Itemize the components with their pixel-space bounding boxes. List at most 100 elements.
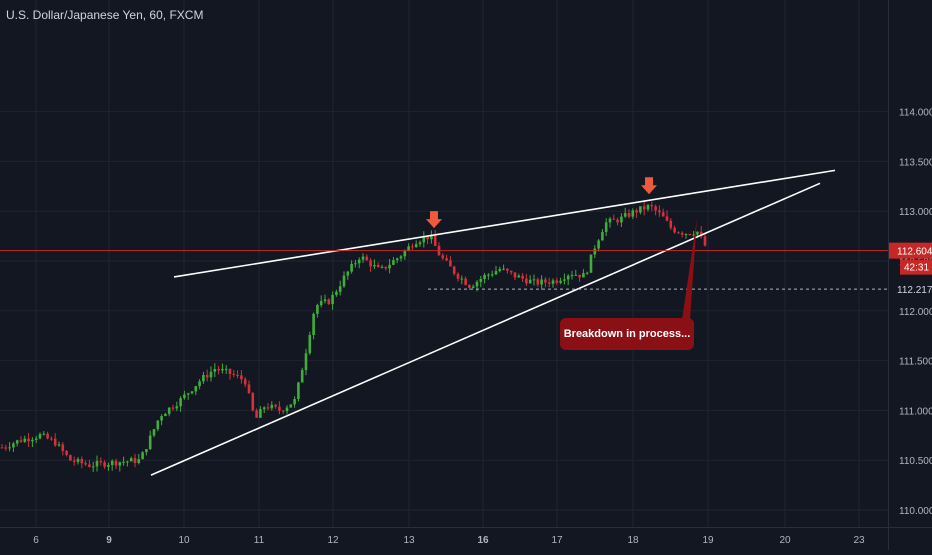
date-tick-label: 17: [551, 535, 563, 546]
candle-down: [232, 373, 236, 375]
candle-up: [589, 254, 593, 273]
candle-down: [441, 255, 445, 259]
candle-down: [521, 275, 524, 279]
date-tick-label: 6: [33, 535, 39, 546]
chart-title: U.S. Dollar/Japanese Yen, 60, FXCM: [6, 8, 204, 22]
candle-down: [433, 235, 437, 246]
candle-up: [517, 275, 521, 278]
candle-up: [631, 210, 635, 217]
candle-down: [217, 369, 220, 371]
date-tick-label: 12: [327, 535, 339, 546]
candle-down: [665, 216, 669, 221]
date-tick-label: 18: [627, 535, 639, 546]
candle-down: [99, 461, 103, 463]
price-tick-label: 112.000: [899, 307, 932, 318]
candle-up: [388, 264, 391, 269]
candle-up: [190, 391, 194, 394]
candle-down: [103, 462, 106, 467]
price-tick-label: 113.500: [899, 157, 932, 168]
candle-up: [563, 279, 566, 281]
candle-down: [236, 374, 239, 376]
candle-up: [574, 274, 578, 276]
candle-up: [194, 386, 198, 392]
candle-down: [456, 273, 460, 279]
candle-up: [403, 250, 407, 257]
candle-up: [551, 280, 555, 284]
candle-down: [243, 379, 247, 385]
candle-down: [4, 447, 8, 449]
candle-up: [585, 272, 589, 274]
candle-up: [213, 369, 217, 372]
candle-down: [536, 279, 540, 285]
candle-down: [616, 219, 619, 223]
candle-up: [308, 335, 312, 354]
candle-up: [373, 265, 376, 267]
date-tick-label: 16: [477, 535, 489, 546]
candle-up: [399, 256, 403, 259]
candle-down: [627, 213, 631, 217]
candle-down: [69, 455, 72, 461]
candle-up: [122, 461, 125, 463]
candle-up: [23, 438, 27, 442]
candle-up: [297, 382, 300, 400]
countdown-label: 42:31: [904, 263, 929, 274]
candle-up: [494, 271, 498, 275]
candle-down: [50, 438, 53, 440]
candle-up: [498, 269, 502, 272]
candle-down: [88, 464, 91, 467]
candle-up: [346, 271, 350, 276]
candle-up: [293, 399, 296, 405]
candle-up: [601, 231, 604, 241]
candle-down: [228, 368, 232, 374]
candle-down: [650, 205, 654, 207]
candle-down: [46, 433, 49, 439]
candle-up: [160, 416, 163, 421]
candle-up: [528, 279, 532, 284]
candle-down: [464, 278, 467, 285]
candle-up: [156, 420, 160, 430]
candle-up: [582, 273, 585, 278]
candle-up: [593, 248, 597, 255]
candle-up: [460, 278, 464, 280]
candle-up: [198, 381, 201, 387]
countdown-tag: [900, 259, 932, 275]
trendline: [150, 182, 821, 476]
support-price-label: 112.217: [897, 285, 932, 296]
candle-down: [274, 404, 277, 407]
candle-up: [559, 280, 562, 283]
date-tick-label: 23: [853, 535, 865, 546]
candle-up: [608, 218, 612, 223]
date-tick-label: 19: [702, 535, 714, 546]
candle-down: [452, 266, 456, 274]
candle-down: [114, 460, 118, 466]
date-tick-label: 11: [254, 535, 265, 546]
candle-up: [639, 206, 642, 213]
candle-up: [487, 274, 490, 276]
breakdown-callout: Breakdown in process...: [560, 318, 694, 350]
candle-up: [350, 263, 353, 272]
candle-down: [555, 280, 559, 283]
price-tick-label: 111.500: [899, 357, 932, 368]
candle-down: [677, 232, 680, 234]
price-tick-label: 111.000: [899, 406, 932, 417]
candle-down: [247, 384, 251, 394]
candle-down: [635, 210, 638, 213]
candle-up: [137, 459, 141, 464]
candle-up: [145, 449, 148, 453]
candle-up: [380, 266, 384, 268]
candle-up: [259, 409, 262, 418]
candle-up: [300, 370, 304, 383]
candle-up: [312, 313, 315, 336]
candle-down: [680, 232, 684, 235]
candle-down: [240, 375, 243, 380]
candle-up: [76, 459, 80, 462]
candle-up: [38, 434, 42, 439]
candle-down: [255, 410, 258, 418]
candle-down: [72, 460, 76, 462]
candle-up: [148, 435, 152, 450]
candle-up: [342, 275, 346, 287]
candle-up: [34, 438, 38, 440]
candle-up: [304, 353, 308, 371]
candle-up: [186, 393, 190, 395]
candle-down: [327, 299, 331, 305]
